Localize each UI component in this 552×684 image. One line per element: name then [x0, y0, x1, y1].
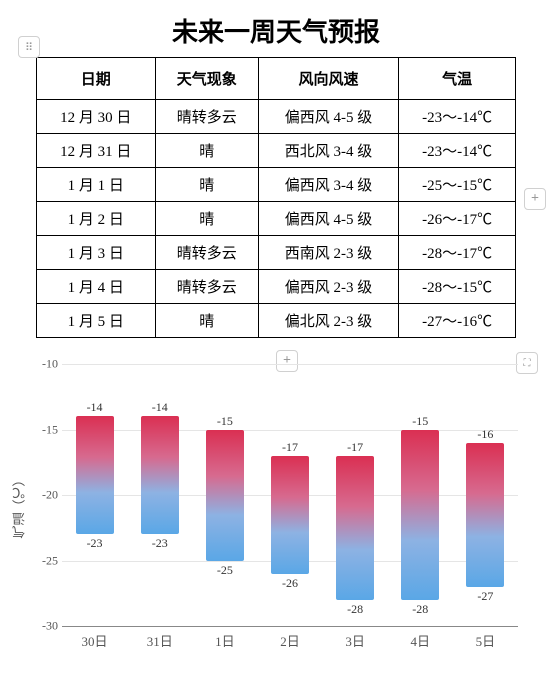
- bar-slot: -14-2331日: [127, 364, 192, 626]
- bar-low-label: -28: [412, 602, 428, 617]
- x-tick-label: 30日: [82, 631, 108, 650]
- temperature-bar: [141, 416, 179, 534]
- bar-low-label: -23: [152, 536, 168, 551]
- temperature-bar: [466, 443, 504, 587]
- table-cell: 晴转多云: [155, 236, 258, 270]
- table-cell: 晴转多云: [155, 270, 258, 304]
- table-cell: 西南风 2-3 级: [258, 236, 398, 270]
- table-cell: -25～-15℃: [399, 168, 516, 202]
- drag-handle[interactable]: [18, 36, 40, 58]
- add-button[interactable]: [524, 188, 546, 210]
- table-row: 1 月 2 日晴偏西风 4-5 级-26～-17℃: [37, 202, 516, 236]
- bar-slot: -14-2330日: [62, 364, 127, 626]
- y-tick-label: -20: [28, 488, 58, 503]
- temperature-bar: [76, 416, 114, 534]
- table-header-row: 日期 天气现象 风向风速 气温: [37, 58, 516, 100]
- table-row: 1 月 3 日晴转多云西南风 2-3 级-28～-17℃: [37, 236, 516, 270]
- table-cell: -28～-15℃: [399, 270, 516, 304]
- col-date: 日期: [37, 58, 156, 100]
- table-cell: 西北风 3-4 级: [258, 134, 398, 168]
- x-tick-label: 5日: [476, 631, 496, 650]
- table-cell: 偏北风 2-3 级: [258, 304, 398, 338]
- table-cell: 晴: [155, 202, 258, 236]
- table-cell: -23～-14℃: [399, 134, 516, 168]
- bar-low-label: -23: [87, 536, 103, 551]
- table-row: 1 月 4 日晴转多云偏西风 2-3 级-28～-15℃: [37, 270, 516, 304]
- bar-high-label: -15: [217, 414, 233, 429]
- bar-slot: -16-275日: [453, 364, 518, 626]
- page-title: 未来一周天气预报: [0, 0, 552, 57]
- table-cell: 偏西风 3-4 级: [258, 168, 398, 202]
- bar-low-label: -28: [347, 602, 363, 617]
- bar-high-label: -15: [412, 414, 428, 429]
- bar-slot: -15-284日: [388, 364, 453, 626]
- table-cell: 偏西风 4-5 级: [258, 100, 398, 134]
- table-cell: 1 月 3 日: [37, 236, 156, 270]
- table-cell: 1 月 1 日: [37, 168, 156, 202]
- table-row: 1 月 1 日晴偏西风 3-4 级-25～-15℃: [37, 168, 516, 202]
- forecast-table: 日期 天气现象 风向风速 气温 12 月 30 日晴转多云偏西风 4-5 级-2…: [36, 57, 516, 338]
- y-tick-label: -10: [28, 357, 58, 372]
- table-cell: 偏西风 2-3 级: [258, 270, 398, 304]
- table-row: 12 月 30 日晴转多云偏西风 4-5 级-23～-14℃: [37, 100, 516, 134]
- table-row: 12 月 31 日晴西北风 3-4 级-23～-14℃: [37, 134, 516, 168]
- table-cell: 晴转多云: [155, 100, 258, 134]
- x-tick-label: 3日: [345, 631, 365, 650]
- table-cell: 晴: [155, 168, 258, 202]
- bar-high-label: -14: [152, 400, 168, 415]
- temperature-bar: [271, 456, 309, 574]
- table-row: 1 月 5 日晴偏北风 2-3 级-27～-16℃: [37, 304, 516, 338]
- bar-low-label: -26: [282, 576, 298, 591]
- x-tick-label: 4日: [411, 631, 431, 650]
- col-wind: 风向风速: [258, 58, 398, 100]
- temperature-bar: [401, 430, 439, 600]
- y-tick-label: -30: [28, 619, 58, 634]
- col-temp: 气温: [399, 58, 516, 100]
- bar-high-label: -17: [282, 440, 298, 455]
- table-cell: -28～-17℃: [399, 236, 516, 270]
- table-cell: 12 月 30 日: [37, 100, 156, 134]
- chart-expand-button[interactable]: [516, 352, 538, 374]
- temperature-bar: [336, 456, 374, 600]
- x-tick-label: 31日: [147, 631, 173, 650]
- table-cell: 偏西风 4-5 级: [258, 202, 398, 236]
- x-tick-label: 1日: [215, 631, 235, 650]
- bar-high-label: -16: [477, 427, 493, 442]
- table-cell: -27～-16℃: [399, 304, 516, 338]
- y-tick-label: -15: [28, 422, 58, 437]
- table-cell: 1 月 4 日: [37, 270, 156, 304]
- table-cell: -26～-17℃: [399, 202, 516, 236]
- x-tick-label: 2日: [280, 631, 300, 650]
- table-cell: -23～-14℃: [399, 100, 516, 134]
- grid-line: [62, 626, 518, 627]
- y-axis-label: 气温（℃）: [10, 474, 29, 539]
- temperature-bar: [206, 430, 244, 561]
- table-cell: 晴: [155, 134, 258, 168]
- bar-slot: -17-262日: [257, 364, 322, 626]
- bar-high-label: -14: [87, 400, 103, 415]
- bar-slot: -15-251日: [192, 364, 257, 626]
- col-weather: 天气现象: [155, 58, 258, 100]
- y-tick-label: -25: [28, 553, 58, 568]
- bar-low-label: -25: [217, 563, 233, 578]
- table-cell: 晴: [155, 304, 258, 338]
- table-cell: 1 月 5 日: [37, 304, 156, 338]
- bar-high-label: -17: [347, 440, 363, 455]
- table-cell: 12 月 31 日: [37, 134, 156, 168]
- bar-low-label: -27: [477, 589, 493, 604]
- bar-slot: -17-283日: [323, 364, 388, 626]
- temperature-chart: 气温（℃） -10-15-20-25-30-14-2330日-14-2331日-…: [16, 356, 536, 656]
- table-cell: 1 月 2 日: [37, 202, 156, 236]
